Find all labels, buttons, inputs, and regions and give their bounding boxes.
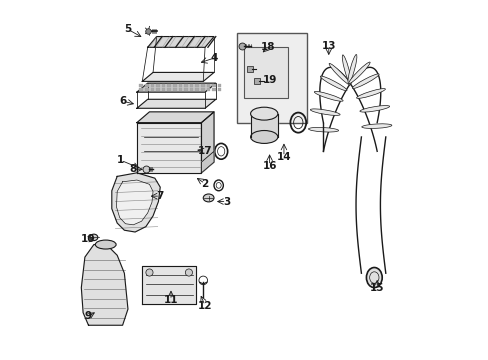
Text: 6: 6 — [119, 96, 126, 106]
Polygon shape — [201, 88, 204, 91]
Ellipse shape — [308, 127, 338, 132]
Polygon shape — [142, 72, 214, 81]
Polygon shape — [150, 84, 154, 87]
Text: 12: 12 — [198, 301, 212, 311]
Polygon shape — [156, 84, 160, 87]
Text: 13: 13 — [321, 41, 335, 50]
Polygon shape — [195, 84, 199, 87]
Polygon shape — [81, 244, 128, 325]
Polygon shape — [195, 88, 199, 91]
Polygon shape — [145, 88, 148, 91]
Polygon shape — [137, 99, 215, 108]
Ellipse shape — [310, 109, 340, 116]
Ellipse shape — [320, 76, 346, 91]
Polygon shape — [162, 88, 165, 91]
Text: 14: 14 — [276, 152, 291, 162]
Text: 15: 15 — [369, 283, 384, 293]
Text: 10: 10 — [81, 234, 96, 244]
Text: 19: 19 — [262, 75, 276, 85]
Polygon shape — [189, 88, 193, 91]
Polygon shape — [112, 173, 160, 232]
Polygon shape — [201, 151, 214, 173]
Ellipse shape — [352, 74, 378, 89]
Polygon shape — [142, 266, 196, 304]
Polygon shape — [206, 88, 210, 91]
Ellipse shape — [356, 89, 385, 98]
Text: 11: 11 — [163, 295, 178, 305]
Polygon shape — [212, 84, 215, 87]
Polygon shape — [150, 88, 154, 91]
Text: 3: 3 — [223, 197, 230, 207]
Polygon shape — [147, 37, 214, 47]
Text: 9: 9 — [85, 311, 92, 321]
Polygon shape — [137, 83, 215, 92]
Polygon shape — [116, 180, 153, 225]
Polygon shape — [212, 88, 215, 91]
Circle shape — [185, 269, 192, 276]
Polygon shape — [184, 84, 187, 87]
Circle shape — [145, 269, 153, 276]
Ellipse shape — [359, 105, 389, 112]
Text: 8: 8 — [129, 164, 137, 174]
Ellipse shape — [203, 194, 214, 202]
Text: 17: 17 — [197, 146, 212, 156]
Text: 2: 2 — [201, 179, 208, 189]
Polygon shape — [178, 88, 182, 91]
Polygon shape — [184, 88, 187, 91]
Polygon shape — [173, 88, 176, 91]
Ellipse shape — [328, 63, 350, 85]
Polygon shape — [139, 88, 142, 91]
Polygon shape — [137, 123, 201, 173]
Polygon shape — [201, 84, 204, 87]
Ellipse shape — [250, 131, 277, 143]
Text: 7: 7 — [156, 191, 163, 201]
Polygon shape — [156, 88, 160, 91]
Polygon shape — [167, 84, 171, 87]
Polygon shape — [201, 112, 214, 173]
Ellipse shape — [90, 234, 98, 240]
Ellipse shape — [95, 240, 116, 249]
Ellipse shape — [314, 91, 343, 101]
Ellipse shape — [250, 107, 277, 120]
Polygon shape — [178, 84, 182, 87]
Text: 18: 18 — [260, 42, 274, 52]
Polygon shape — [162, 84, 165, 87]
Text: 16: 16 — [262, 161, 276, 171]
Polygon shape — [206, 84, 210, 87]
Text: 5: 5 — [124, 24, 131, 35]
Ellipse shape — [342, 55, 350, 84]
Polygon shape — [139, 84, 142, 87]
Ellipse shape — [366, 267, 382, 288]
Polygon shape — [137, 112, 214, 123]
Polygon shape — [173, 84, 176, 87]
Polygon shape — [250, 114, 277, 137]
Bar — [236, 33, 306, 123]
Polygon shape — [145, 84, 148, 87]
Ellipse shape — [348, 62, 369, 84]
Polygon shape — [218, 88, 221, 91]
Polygon shape — [189, 84, 193, 87]
Bar — [244, 47, 287, 98]
Ellipse shape — [361, 124, 391, 129]
Polygon shape — [218, 84, 221, 87]
Polygon shape — [167, 88, 171, 91]
Ellipse shape — [347, 54, 356, 84]
Text: 1: 1 — [117, 155, 124, 165]
Text: 4: 4 — [210, 53, 217, 63]
